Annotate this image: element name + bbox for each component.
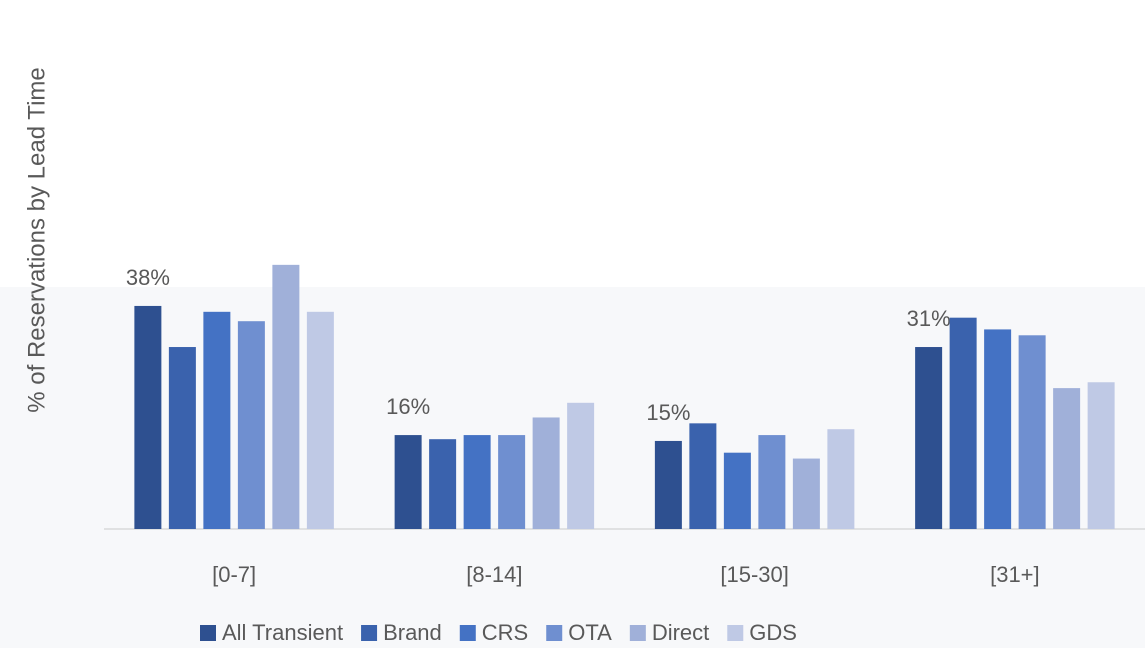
bar bbox=[498, 435, 526, 529]
bar bbox=[1087, 382, 1115, 529]
x-tick-label: [31+] bbox=[990, 562, 1040, 587]
bar bbox=[429, 439, 457, 529]
legend-swatch bbox=[361, 625, 378, 641]
bar bbox=[134, 305, 162, 529]
bar bbox=[1053, 388, 1081, 529]
bar bbox=[792, 458, 820, 529]
bar bbox=[463, 435, 491, 529]
data-label: 31% bbox=[907, 306, 951, 331]
legend-label: CRS bbox=[482, 620, 528, 645]
data-label: 16% bbox=[386, 394, 430, 419]
bar bbox=[654, 440, 682, 529]
bar bbox=[272, 264, 300, 529]
legend-swatch bbox=[200, 625, 216, 641]
legend-label: GDS bbox=[749, 620, 797, 645]
legend-swatch bbox=[546, 625, 563, 641]
x-tick-label: [15-30] bbox=[720, 562, 789, 587]
legend-label: All Transient bbox=[222, 620, 343, 645]
legend-label: OTA bbox=[568, 620, 612, 645]
bar bbox=[532, 417, 560, 529]
bar bbox=[984, 329, 1012, 529]
bar bbox=[758, 435, 786, 529]
bar bbox=[689, 423, 717, 529]
legend-swatch bbox=[629, 625, 646, 641]
legend-swatch bbox=[727, 625, 744, 641]
bar bbox=[394, 435, 422, 529]
x-tick-label: [0-7] bbox=[212, 562, 256, 587]
bar bbox=[949, 317, 977, 529]
legend-label: Brand bbox=[383, 620, 442, 645]
legend-swatch bbox=[459, 625, 476, 641]
bar bbox=[237, 321, 265, 529]
bar bbox=[306, 311, 334, 529]
legend-label: Direct bbox=[652, 620, 709, 645]
bar bbox=[567, 402, 595, 529]
bar bbox=[723, 452, 751, 529]
bar bbox=[827, 429, 855, 529]
data-label: 38% bbox=[126, 265, 170, 290]
y-axis-label: % of Reservations by Lead Time bbox=[23, 67, 50, 413]
bar bbox=[915, 347, 943, 529]
bar bbox=[168, 347, 196, 529]
bar bbox=[1018, 335, 1046, 529]
bar bbox=[203, 311, 231, 529]
x-tick-label: [8-14] bbox=[466, 562, 522, 587]
data-label: 15% bbox=[646, 400, 690, 425]
